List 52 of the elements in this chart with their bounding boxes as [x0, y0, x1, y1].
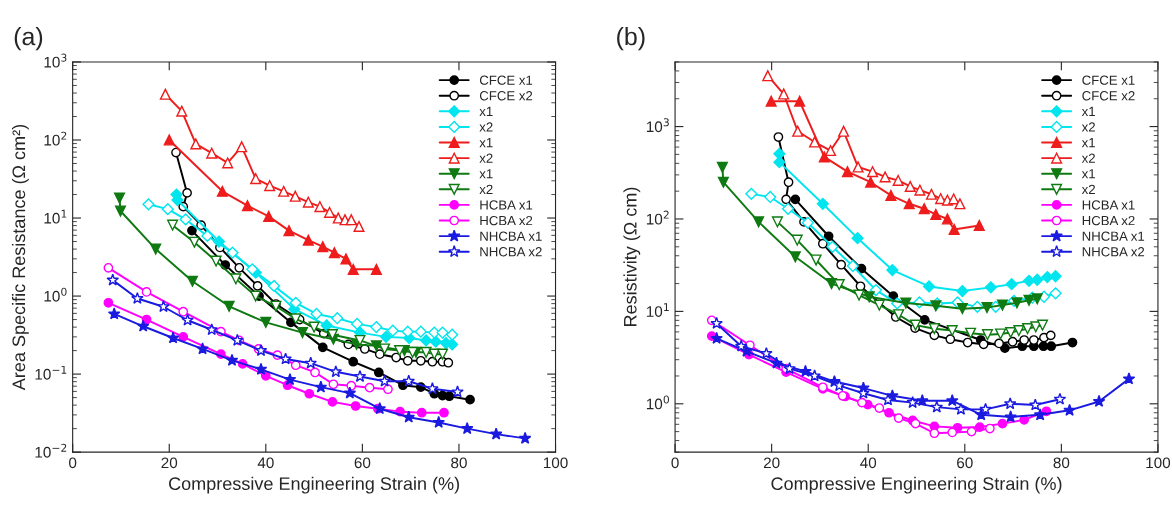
x-tick-label: 80: [451, 457, 467, 469]
y-tick-label: 10$^{1}$: [44, 209, 67, 224]
y-axis-title: Area Specific Resistance (Ω cm²): [11, 124, 29, 391]
x-axis-title: Compressive Engineering Strain (%): [169, 476, 459, 494]
y-tick-label: 10$^{3}$: [646, 118, 669, 133]
legend-label: CFCE x1: [1082, 75, 1135, 85]
y-tick-label: 10$^{−2}$: [35, 443, 67, 458]
legend-label: x2: [479, 184, 493, 194]
x-tick-label: 60: [957, 457, 973, 469]
y-tick-label: 10$^{2}$: [44, 131, 67, 146]
legend-label: x2: [1081, 122, 1095, 132]
y-tick-label: 10$^{2}$: [646, 210, 669, 225]
y-tick-label: 10$^{3}$: [44, 53, 67, 68]
legend-label: NHCBA x2: [1082, 247, 1145, 257]
legend-label: x2: [1081, 184, 1095, 194]
chart-title: (a): [14, 26, 43, 51]
legend-label: CFCE x1: [479, 75, 533, 85]
legend-label: HCBA x1: [480, 200, 533, 210]
x-tick-label: 40: [860, 457, 877, 469]
x-tick-label: 80: [1053, 457, 1070, 469]
legend-label: HCBA x2: [1082, 215, 1135, 226]
legend-label: x2: [479, 122, 493, 132]
y-axis-title: Resistivity (Ω cm): [623, 187, 641, 327]
legend-label: NHCBA x2: [480, 247, 542, 257]
y-tick-label: 10$^{1}$: [646, 303, 669, 317]
legend-label: NHCBA x1: [1082, 231, 1145, 241]
y-tick-label: 10$^{0}$: [44, 287, 67, 302]
x-tick-label: 60: [354, 457, 371, 469]
legend-label: x1: [1081, 138, 1095, 148]
legend-label: CFCE x2: [1082, 91, 1135, 101]
x-tick-label: 20: [763, 457, 780, 469]
x-tick-label: 100: [543, 457, 568, 469]
legend-label: CFCE x2: [479, 91, 533, 101]
legend-label: x1: [479, 138, 493, 148]
legend-label: x2: [479, 153, 493, 163]
legend-label: NHCBA x1: [480, 231, 542, 241]
legend-label: x1: [1081, 106, 1095, 116]
x-tick-label: 20: [161, 457, 178, 469]
y-tick-label: 10$^{0}$: [646, 395, 669, 410]
x-tick-label: 40: [257, 457, 274, 469]
legend-label: x1: [1081, 169, 1095, 179]
x-tick-label: 0: [671, 457, 679, 469]
legend-label: x1: [479, 169, 493, 179]
x-tick-label: 0: [69, 457, 77, 469]
legend-label: HCBA x2: [480, 215, 533, 226]
x-tick-label: 100: [1146, 457, 1171, 469]
legend-label: HCBA x1: [1082, 200, 1135, 210]
y-tick-label: 10$^{−1}$: [35, 365, 67, 380]
legend-label: x2: [1081, 153, 1095, 163]
x-axis-title: Compressive Engineering Strain (%): [771, 476, 1062, 494]
chart-title: (b): [617, 26, 645, 51]
legend-label: x1: [479, 106, 493, 116]
